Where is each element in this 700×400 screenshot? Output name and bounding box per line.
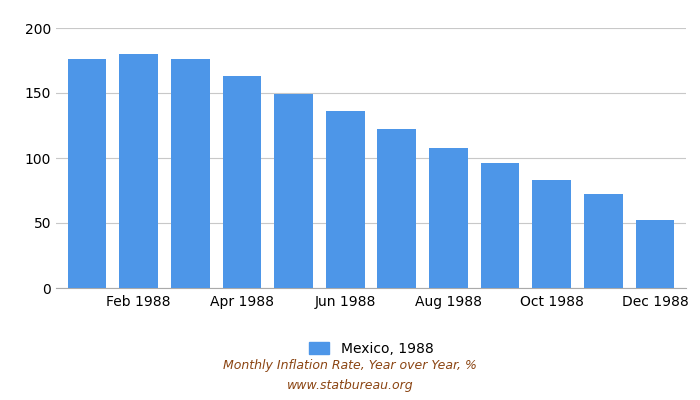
Bar bbox=[584, 194, 623, 288]
Bar bbox=[429, 148, 468, 288]
Text: Monthly Inflation Rate, Year over Year, %: Monthly Inflation Rate, Year over Year, … bbox=[223, 360, 477, 372]
Bar bbox=[636, 220, 674, 288]
Bar bbox=[533, 180, 571, 288]
Bar bbox=[171, 59, 209, 288]
Bar bbox=[223, 76, 261, 288]
Bar bbox=[68, 59, 106, 288]
Text: www.statbureau.org: www.statbureau.org bbox=[287, 380, 413, 392]
Bar bbox=[326, 111, 365, 288]
Bar bbox=[119, 54, 158, 288]
Bar bbox=[377, 129, 416, 288]
Bar bbox=[274, 94, 313, 288]
Bar bbox=[481, 163, 519, 288]
Legend: Mexico, 1988: Mexico, 1988 bbox=[309, 342, 433, 356]
